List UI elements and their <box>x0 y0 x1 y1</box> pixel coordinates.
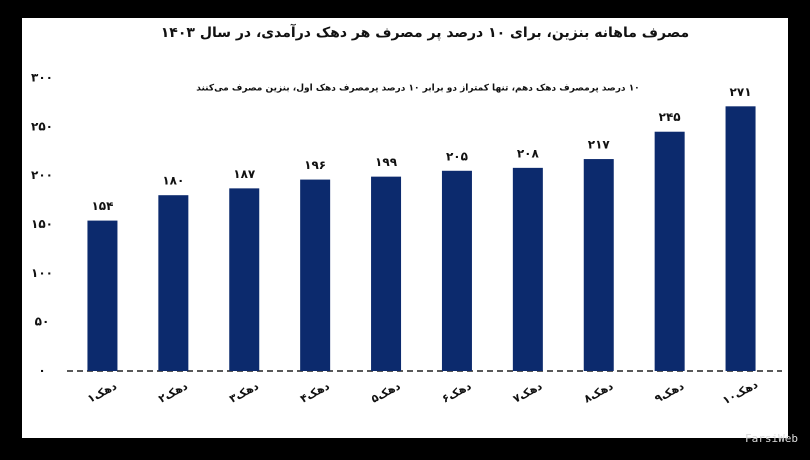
chart-title: مصرف ماهانه بنزین، برای ۱۰ درصد پر مصرف … <box>161 23 689 41</box>
y-tick-label: ۱۰۰ <box>31 266 53 280</box>
value-label: ۱۸۷ <box>233 167 256 181</box>
value-label: ۱۵۴ <box>91 199 113 213</box>
y-tick-label: ۱۵۰ <box>31 217 53 231</box>
bar <box>512 167 543 371</box>
value-label: ۲۴۵ <box>659 110 681 124</box>
value-label: ۱۹۹ <box>375 155 398 169</box>
bar <box>229 188 260 371</box>
watermark: FarsiWeb <box>745 432 798 445</box>
bar <box>441 170 472 371</box>
bar <box>583 159 614 371</box>
value-label: ۲۰۸ <box>517 146 540 160</box>
y-tick-label: ۲۵۰ <box>31 119 53 133</box>
y-tick-label: ۵۰ <box>35 315 50 329</box>
bar <box>87 220 118 371</box>
chart-subtitle: ۱۰ درصد پرمصرف دهک دهم، تنها کمتراز دو ب… <box>196 84 639 94</box>
bar <box>158 195 189 371</box>
value-label: ۱۹۶ <box>304 158 326 172</box>
y-tick-label: ۳۰۰ <box>31 71 53 85</box>
bar <box>300 179 331 371</box>
bar <box>654 131 685 371</box>
bar <box>371 176 402 371</box>
value-label: ۲۰۵ <box>446 149 468 163</box>
value-label: ۲۱۷ <box>588 138 611 152</box>
value-label: ۲۷۱ <box>730 85 752 99</box>
y-tick-label: ۰ <box>38 364 45 378</box>
bar <box>725 106 756 371</box>
value-label: ۱۸۰ <box>162 174 184 188</box>
y-tick-label: ۲۰۰ <box>31 168 53 182</box>
